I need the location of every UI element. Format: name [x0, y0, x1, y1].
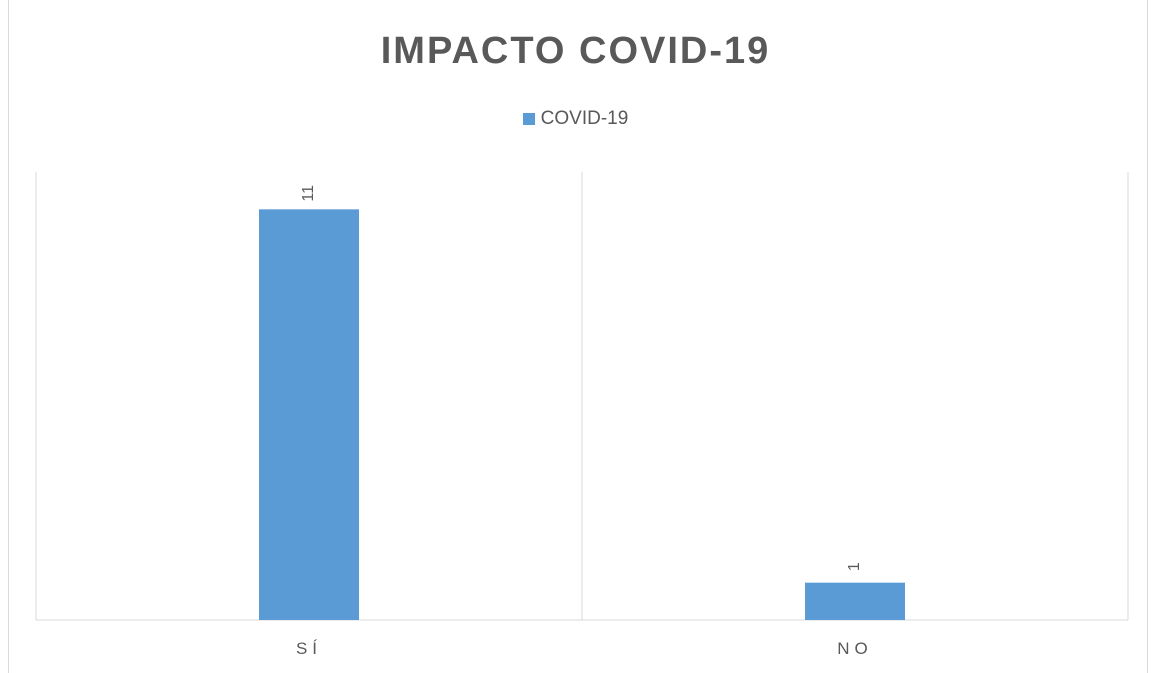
chart-title: IMPACTO COVID-19 — [380, 30, 771, 72]
legend-swatch — [522, 113, 535, 125]
bars — [259, 209, 905, 621]
category-label: NO — [837, 639, 873, 658]
data-label: 11 — [300, 185, 317, 202]
category-labels: SÍ NO — [296, 639, 873, 658]
data-labels: 111 — [300, 185, 863, 571]
gridlines — [35, 172, 1129, 621]
bar-1 — [259, 209, 359, 621]
category-label: SÍ — [296, 639, 322, 658]
data-label: 1 — [846, 562, 863, 571]
chart-frame — [8, 0, 1148, 673]
legend-label: COVID-19 — [540, 108, 629, 129]
legend: COVID-19 — [0, 108, 1151, 130]
bar-2 — [805, 582, 905, 620]
